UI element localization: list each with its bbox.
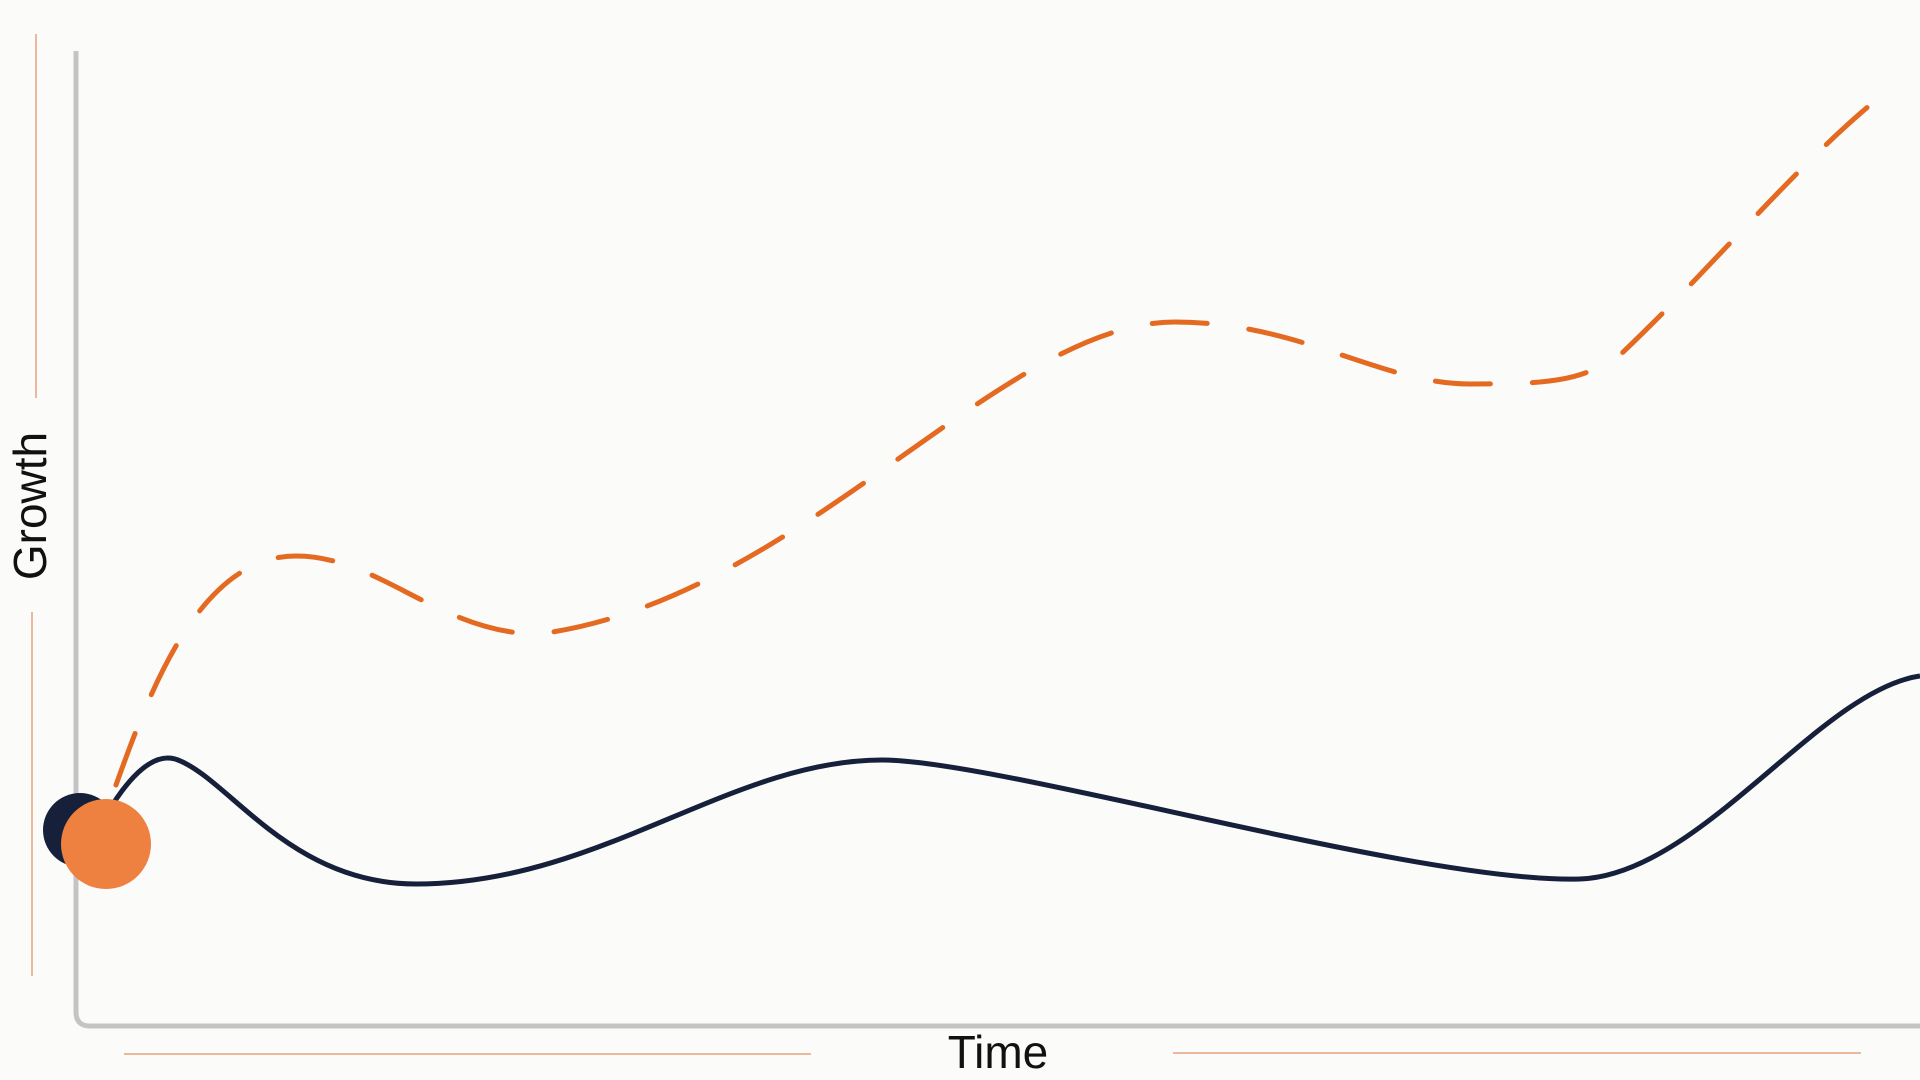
start-marker <box>61 799 151 889</box>
axes <box>73 51 1920 1029</box>
y-axis-label: Growth <box>4 432 56 580</box>
dashed-curve <box>113 89 1889 788</box>
x-axis-label: Time <box>948 1026 1049 1078</box>
solid-curve <box>75 673 1920 887</box>
